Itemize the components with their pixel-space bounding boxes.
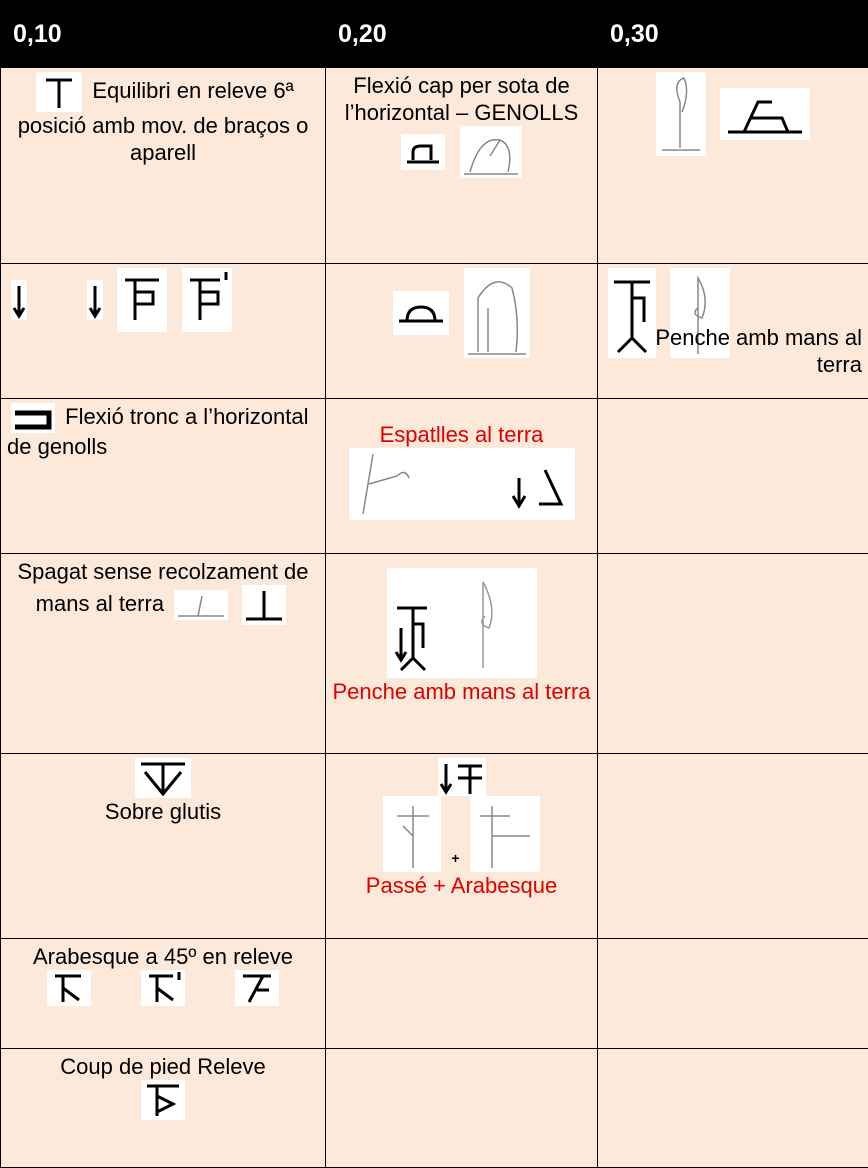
cell-text: Arabesque a 45º en releve: [7, 943, 319, 970]
figure: [460, 126, 522, 178]
symbol: [393, 291, 449, 335]
figure: [383, 796, 441, 872]
cell: Coup de pied Releve: [1, 1049, 326, 1168]
row: Equilibri en releve 6ª posició amb mov. …: [1, 68, 868, 264]
header-cell: 0,30: [598, 1, 868, 68]
cell-text: Espatlles al terra: [332, 421, 591, 448]
cell: Spagat sense recolzament de mans al terr…: [1, 554, 326, 754]
symbol: [36, 72, 82, 112]
symbol: [401, 134, 445, 170]
plus-sign: +: [451, 850, 459, 866]
cell: [326, 264, 598, 399]
cell-text: Penche amb mans al terra: [332, 678, 591, 705]
symbol: [387, 568, 537, 678]
cell: Espatlles al terra: [326, 399, 598, 554]
symbol: [11, 403, 55, 433]
cell-text: Coup de pied Releve: [7, 1053, 319, 1080]
symbol: [438, 758, 486, 796]
cell: [598, 399, 868, 554]
cell: [598, 68, 868, 264]
cell: [1, 264, 326, 399]
cell: Sobre glutis: [1, 754, 326, 939]
row: Penche amb mans al terra: [1, 264, 868, 399]
cell-text: Flexió cap per sota de l’horizontal – GE…: [332, 72, 591, 126]
figure: [349, 448, 575, 520]
cell: Flexió cap per sota de l’horizontal – GE…: [326, 68, 598, 264]
symbol: [608, 268, 656, 358]
symbol: [235, 970, 279, 1006]
cell: Penche amb mans al terra: [326, 554, 598, 754]
cell: + Passé + Arabesque: [326, 754, 598, 939]
symbol: [117, 268, 167, 332]
header-row: 0,10 0,20 0,30: [1, 1, 868, 68]
symbol: [135, 758, 191, 798]
cell: Arabesque a 45º en releve: [1, 939, 326, 1049]
cell: Flexió tronc a l’horizontal de genolls: [1, 399, 326, 554]
symbol: [87, 280, 103, 320]
cell: [598, 754, 868, 939]
symbol: [720, 88, 810, 140]
cell: [598, 939, 868, 1049]
header-cell: 0,20: [326, 1, 598, 68]
symbol: [141, 970, 185, 1006]
symbol: [141, 1080, 185, 1120]
figure: [174, 590, 228, 620]
cell: Equilibri en releve 6ª posició amb mov. …: [1, 68, 326, 264]
cell-text: Passé + Arabesque: [332, 872, 591, 899]
row: Spagat sense recolzament de mans al terr…: [1, 554, 868, 754]
cell: [326, 939, 598, 1049]
figure: [656, 72, 706, 156]
cell: [598, 554, 868, 754]
cell: [326, 1049, 598, 1168]
symbol: [242, 585, 286, 625]
row: Coup de pied Releve: [1, 1049, 868, 1168]
cell: Penche amb mans al terra: [598, 264, 868, 399]
cell-text: Sobre glutis: [7, 798, 319, 825]
cell: [598, 1049, 868, 1168]
symbol: [47, 970, 91, 1006]
figure: [470, 796, 540, 872]
figure: [464, 268, 530, 358]
symbol: [182, 268, 232, 332]
row: Sobre glutis + Passé + Arabesque: [1, 754, 868, 939]
row: Arabesque a 45º en releve: [1, 939, 868, 1049]
row: Flexió tronc a l’horizontal de genolls E…: [1, 399, 868, 554]
header-cell: 0,10: [1, 1, 326, 68]
symbol: [11, 280, 27, 320]
